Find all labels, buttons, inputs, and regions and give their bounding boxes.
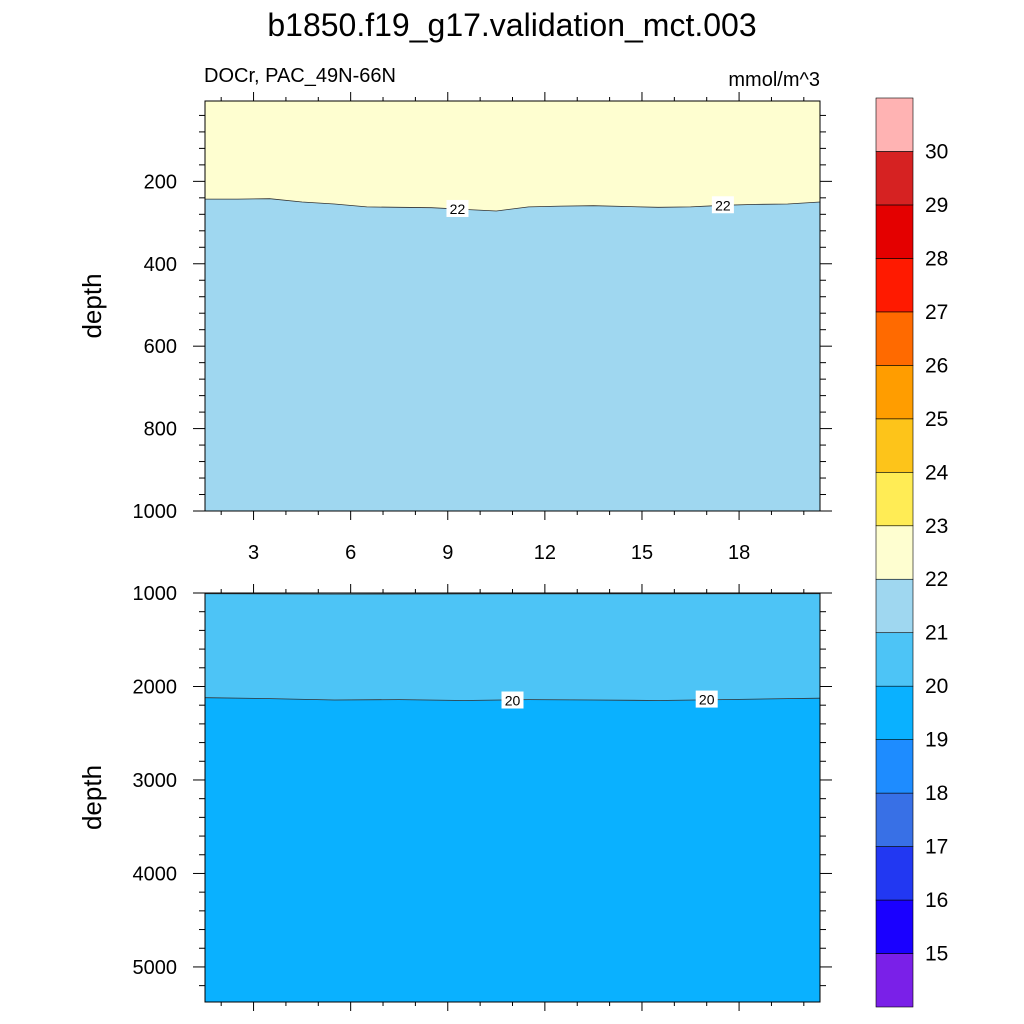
- colorbar-swatch: [875, 846, 914, 901]
- colorbar-label: 21: [925, 622, 948, 645]
- colorbar-label: 15: [925, 943, 948, 966]
- contour-label: 22: [450, 201, 466, 217]
- colorbar-label: 17: [925, 836, 948, 859]
- units-label: mmol/m^3: [728, 69, 820, 91]
- figure-title: b1850.f19_g17.validation_mct.003: [267, 7, 756, 43]
- y-tick-label: 5000: [133, 957, 178, 979]
- left-subtitle: DOCr, PAC_49N-66N: [204, 65, 396, 87]
- colorbar-swatch: [875, 792, 914, 847]
- y-axis-label: depth: [77, 273, 107, 338]
- colorbar-swatch: [875, 311, 914, 366]
- colorbar-swatch: [875, 685, 914, 740]
- contour-label-box: [446, 199, 469, 217]
- colorbar-swatch: [875, 258, 914, 313]
- x-tick-label: 6: [345, 542, 356, 564]
- contour-label-box: [711, 196, 734, 214]
- contour-label: 20: [699, 692, 715, 708]
- colorbar-label: 23: [925, 515, 948, 538]
- colorbar-label: 20: [925, 675, 948, 698]
- colorbar-label: 18: [925, 782, 948, 805]
- y-tick-label: 2000: [133, 676, 178, 698]
- colorbar-label: 28: [925, 247, 948, 270]
- contour-label-box: [695, 690, 718, 708]
- colorbar-swatch: [875, 578, 914, 634]
- y-tick-label: 600: [144, 336, 177, 358]
- contour-label: 22: [715, 197, 731, 213]
- upper-panel: 22 22 3 6 9 12 15 18 200 400 600 800 1000 depth: [77, 92, 832, 564]
- colorbar-swatch: [875, 204, 914, 259]
- lower-panel: 20 20 1000 2000 3000 4000 5000 depth: [77, 583, 832, 1011]
- colorbar-swatch: [875, 471, 914, 527]
- colorbar-label: 27: [925, 301, 948, 324]
- colorbar-label: 29: [925, 194, 948, 217]
- colorbar-swatch: [875, 418, 914, 473]
- contour-label: 20: [505, 693, 521, 709]
- y-tick-label: 1000: [133, 501, 178, 523]
- x-tick-label: 9: [442, 542, 453, 564]
- colorbar-swatch: [875, 899, 914, 954]
- colorbar-swatch: [875, 97, 914, 152]
- colorbar-label: 26: [925, 354, 948, 377]
- y-tick-label: 400: [144, 254, 177, 276]
- contour-line: [204, 697, 821, 701]
- y-tick-label: 800: [144, 419, 177, 441]
- colorbar-label: 22: [925, 568, 948, 591]
- colorbar-label: 16: [925, 889, 948, 912]
- y-tick-label: 200: [144, 171, 177, 193]
- colorbar-label: 24: [925, 461, 949, 484]
- colorbar-swatch: [875, 632, 914, 687]
- x-tick-label: 15: [631, 542, 653, 564]
- colorbar-label: 30: [925, 140, 948, 163]
- colorbar-swatch: [875, 525, 914, 580]
- contour-label-box: [501, 691, 524, 709]
- colorbar-swatch: [875, 953, 914, 1008]
- y-tick-label: 4000: [133, 863, 178, 885]
- x-tick-label: 12: [534, 542, 556, 564]
- y-tick-label: 1000: [133, 583, 178, 605]
- x-tick-label: 18: [728, 542, 750, 564]
- colorbar: 15 16 17 18 19 20 21 22 23 24 25 26 27 28 29 30: [875, 97, 949, 1008]
- x-tick-label: 3: [248, 542, 259, 564]
- colorbar-label: 25: [925, 408, 948, 431]
- colorbar-swatch: [875, 739, 914, 794]
- y-axis-label: depth: [77, 765, 107, 830]
- colorbar-label: 19: [925, 729, 948, 752]
- contour-region: [205, 198, 820, 511]
- contour-region: [205, 697, 820, 1002]
- y-tick-label: 3000: [133, 770, 178, 792]
- colorbar-swatch: [875, 151, 914, 206]
- colorbar-swatch: [875, 365, 914, 420]
